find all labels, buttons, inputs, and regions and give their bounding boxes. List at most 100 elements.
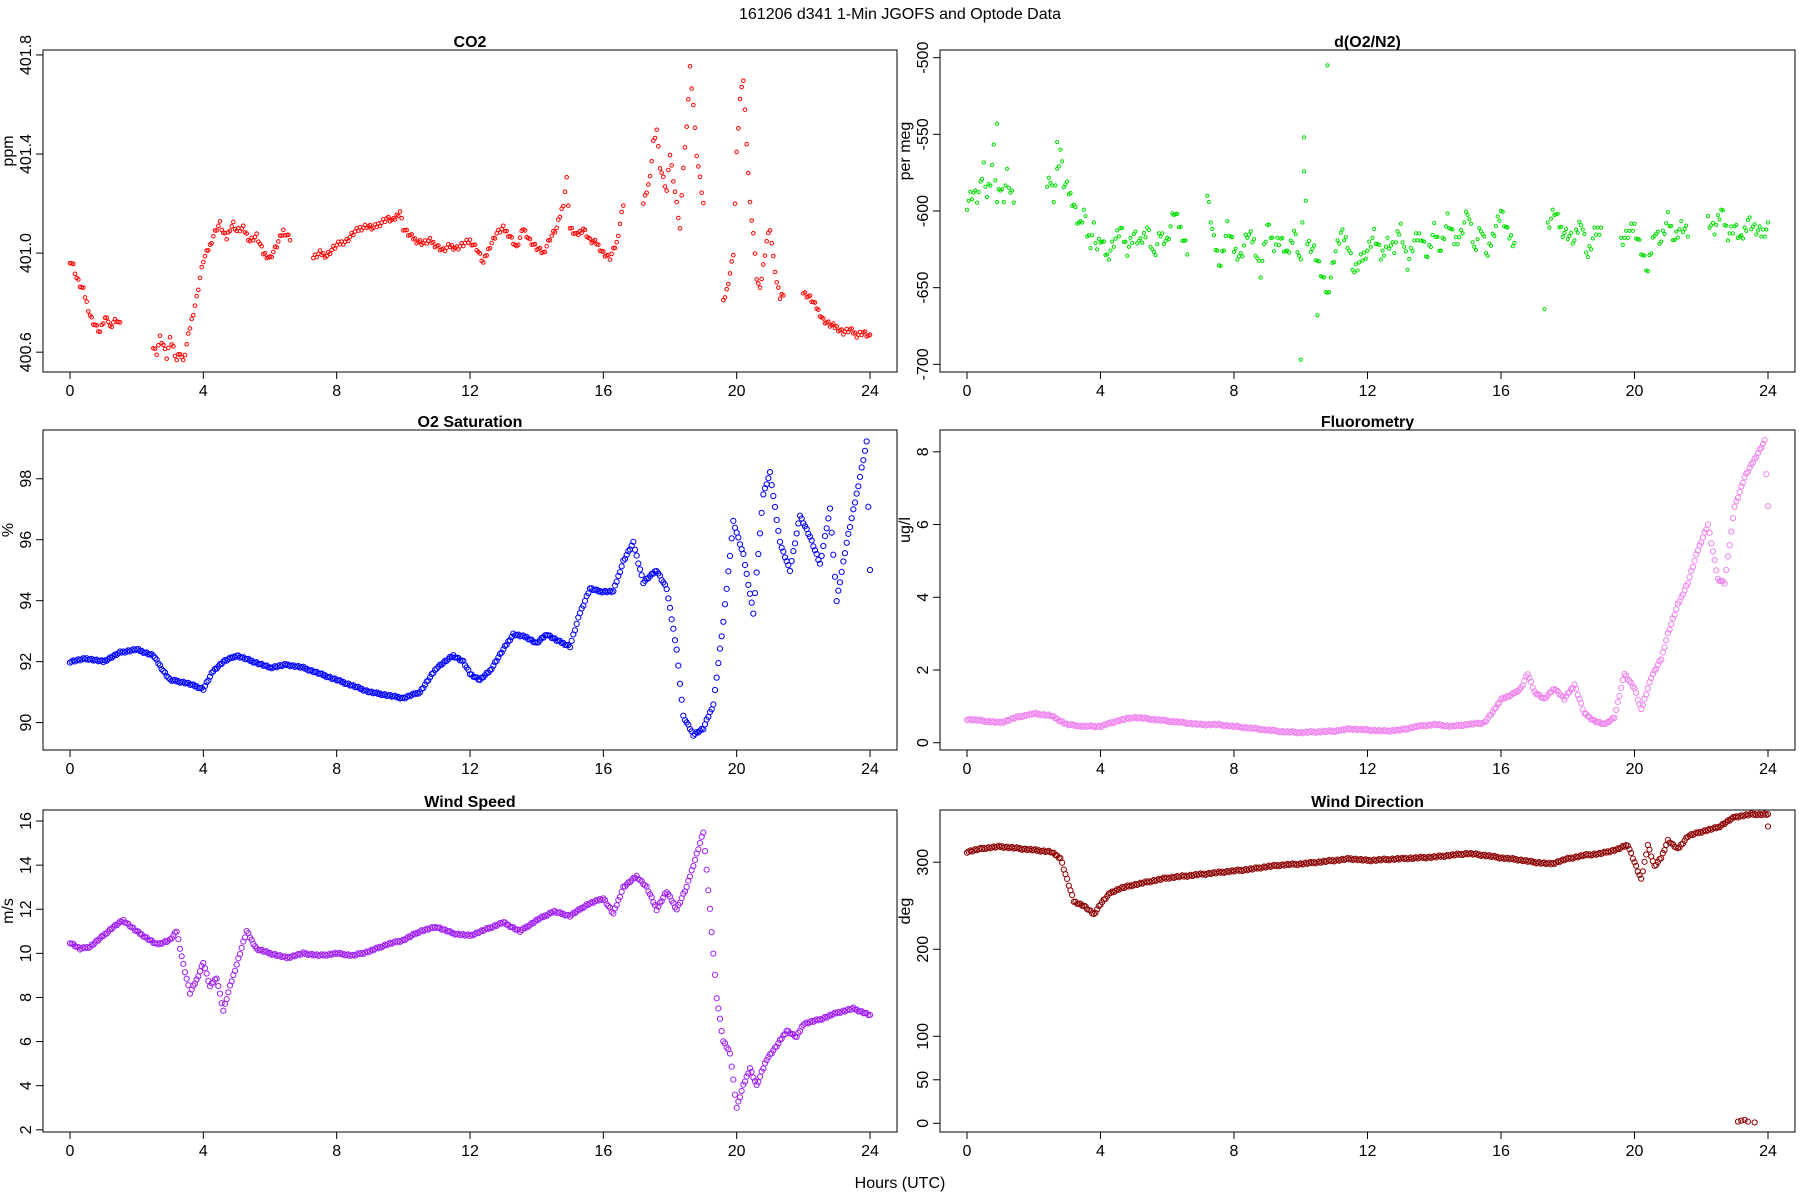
data-point: [708, 929, 715, 936]
data-point: [203, 970, 210, 977]
data-point: [406, 934, 414, 941]
data-point: [1301, 135, 1307, 140]
data-point: [661, 890, 669, 897]
data-point: [196, 287, 201, 293]
data-point: [160, 667, 167, 675]
y-tick-label: 92: [18, 653, 35, 671]
data-point: [490, 923, 497, 930]
data-point: [167, 334, 173, 340]
y-axis-label: m/s: [0, 898, 17, 924]
data-point: [1527, 678, 1535, 685]
data-point: [1621, 670, 1628, 678]
data-point: [1055, 139, 1060, 145]
data-point: [1110, 239, 1115, 244]
data-point: [178, 953, 185, 960]
data-point: [773, 516, 780, 524]
data-point: [656, 899, 664, 906]
data-point: [1547, 225, 1552, 230]
data-point: [811, 547, 819, 554]
data-point: [408, 932, 415, 939]
data-point: [1739, 479, 1747, 486]
x-tick-label: 12: [1359, 1143, 1377, 1160]
data-point: [737, 96, 743, 102]
data-point: [1088, 246, 1093, 251]
y-tick-label: 98: [18, 470, 35, 488]
data-point: [1508, 233, 1514, 238]
data-point: [506, 637, 514, 644]
data-point: [566, 644, 574, 651]
data-point: [974, 200, 980, 205]
data-point: [1658, 656, 1665, 663]
data-point: [720, 618, 727, 625]
x-tick-label: 0: [66, 383, 75, 400]
data-point: [220, 658, 227, 665]
data-point: [476, 928, 484, 935]
data-point: [1095, 902, 1102, 910]
data-point: [1495, 214, 1500, 219]
data-point: [113, 922, 120, 929]
data-point: [81, 285, 86, 290]
data-point: [398, 937, 405, 944]
data-point: [625, 548, 632, 555]
data-point: [1738, 1117, 1745, 1124]
data-point: [1133, 229, 1138, 234]
data-point: [742, 107, 748, 112]
data-point: [790, 548, 797, 555]
data-point: [1666, 626, 1673, 633]
data-point: [1352, 270, 1357, 275]
data-point: [1548, 216, 1554, 221]
data-point: [1624, 676, 1631, 683]
x-tick-label: 16: [594, 383, 612, 400]
data-point: [1342, 238, 1347, 243]
data-point: [168, 935, 175, 942]
data-point: [835, 587, 842, 594]
data-point: [1734, 1118, 1742, 1125]
data-point: [431, 239, 436, 245]
data-point: [367, 222, 373, 228]
data-point: [776, 285, 781, 290]
data-point: [1338, 230, 1343, 235]
data-point: [723, 585, 730, 592]
data-point: [153, 656, 160, 663]
data-point: [1116, 234, 1121, 239]
data-point: [1340, 227, 1345, 232]
data-point: [408, 691, 415, 699]
data-point: [761, 485, 769, 492]
data-point: [193, 976, 200, 983]
data-points: [964, 63, 1771, 362]
data-point: [409, 232, 414, 237]
data-point: [557, 214, 563, 220]
data-point: [212, 228, 218, 233]
data-point: [700, 829, 707, 836]
data-point: [780, 1032, 787, 1039]
data-point: [706, 905, 714, 912]
data-point: [300, 663, 307, 670]
data-point: [543, 912, 550, 920]
data-point: [736, 126, 741, 131]
data-point: [1542, 307, 1547, 312]
data-point: [1175, 211, 1180, 216]
y-axis-label: ug/l: [897, 517, 914, 543]
y-tick-label: -500: [915, 42, 932, 74]
data-point: [1744, 1118, 1752, 1125]
data-point: [656, 143, 661, 149]
data-point: [591, 898, 599, 905]
data-point: [1303, 198, 1308, 203]
data-point: [1558, 224, 1564, 229]
data-point: [758, 509, 765, 516]
data-point: [1648, 674, 1655, 682]
data-point: [703, 866, 710, 873]
data-point: [1392, 251, 1397, 256]
panel-title: Wind Speed: [424, 794, 515, 811]
y-tick-label: 100: [915, 1023, 932, 1050]
data-point: [1083, 213, 1088, 219]
data-point: [501, 642, 509, 650]
data-point: [1620, 242, 1625, 248]
data-point: [1428, 244, 1434, 250]
data-point: [1660, 228, 1665, 233]
y-tick-label: 300: [915, 849, 932, 876]
data-point: [101, 321, 106, 326]
data-point: [1491, 852, 1498, 859]
data-point: [816, 560, 824, 567]
